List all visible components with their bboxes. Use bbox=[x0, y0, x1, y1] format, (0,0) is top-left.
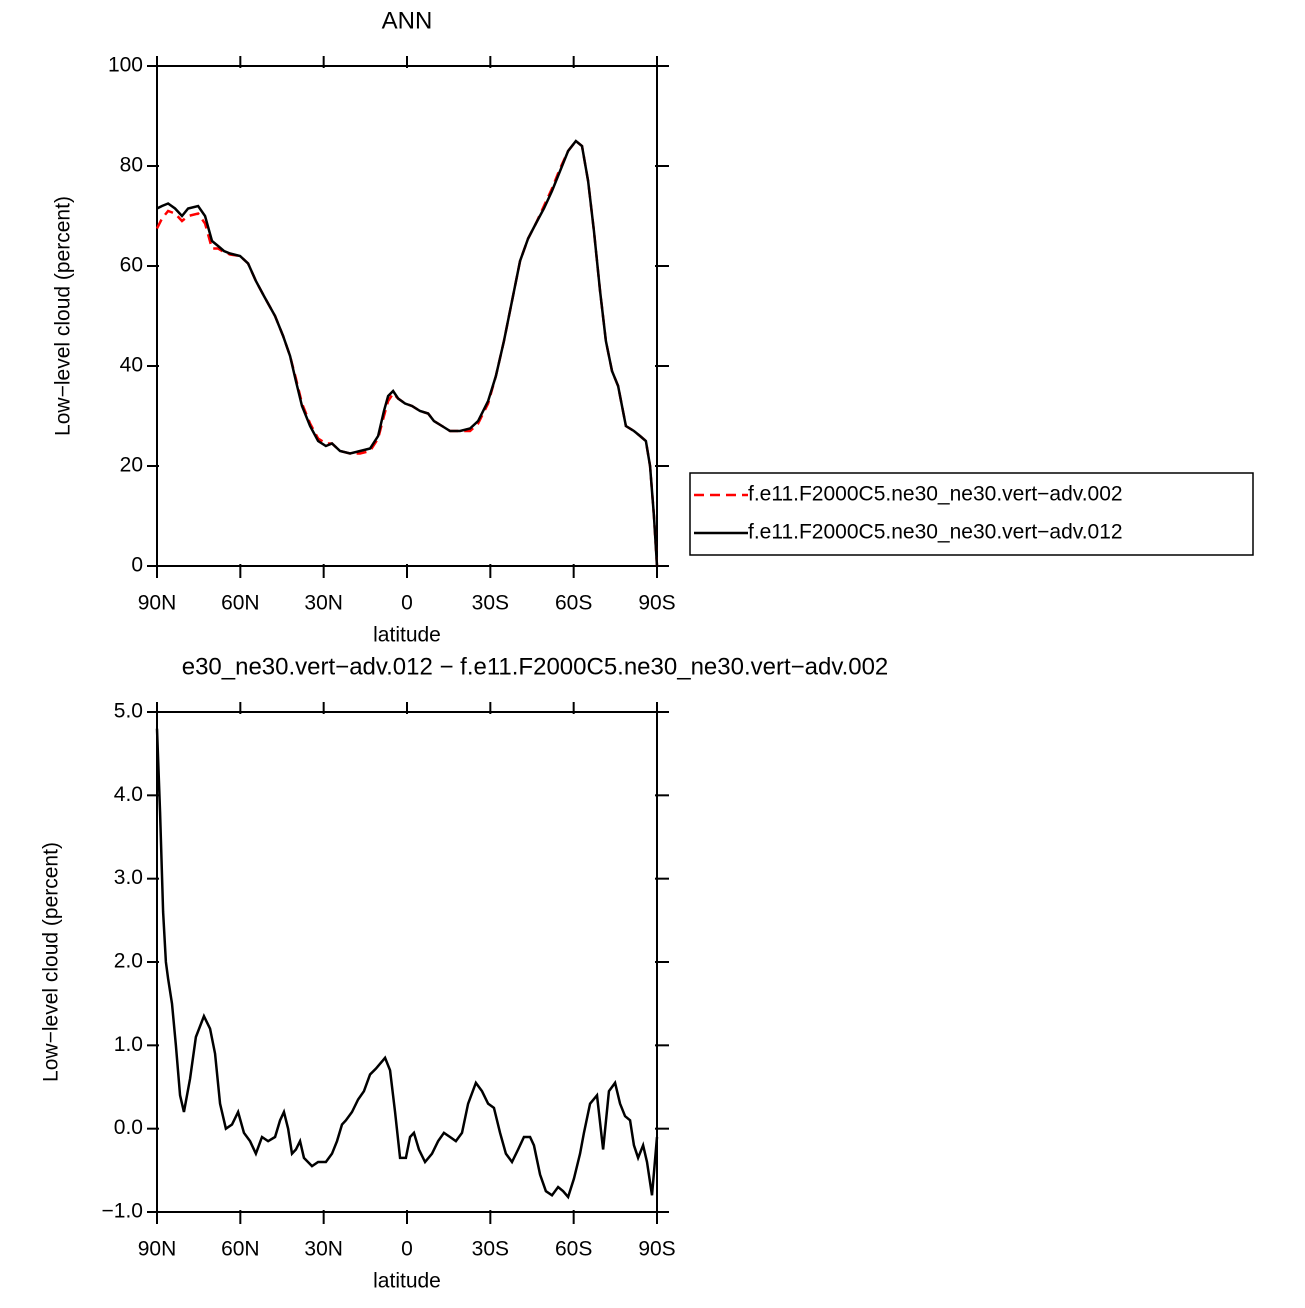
x-tick-label: 60N bbox=[221, 592, 260, 615]
series-line bbox=[155, 139, 659, 567]
x-axis-label: latitude bbox=[373, 624, 441, 647]
x-tick-label: 30N bbox=[304, 1238, 343, 1261]
y-tick-label: 40 bbox=[120, 354, 143, 377]
y-tick-label: 100 bbox=[108, 54, 143, 77]
y-tick-label: 20 bbox=[120, 454, 143, 477]
x-tick-label: 60S bbox=[555, 592, 592, 615]
y-axis-label: Low−level cloud (percent) bbox=[52, 196, 75, 436]
y-tick-label: 80 bbox=[120, 154, 143, 177]
y-tick-label: −1.0 bbox=[102, 1200, 143, 1223]
y-tick-label: 2.0 bbox=[114, 950, 143, 973]
chart-title: ANN bbox=[382, 7, 433, 34]
x-tick-label: 0 bbox=[401, 592, 413, 615]
y-tick-label: 1.0 bbox=[114, 1033, 143, 1056]
x-tick-label: 90N bbox=[138, 1238, 177, 1261]
x-tick-label: 90N bbox=[138, 592, 177, 615]
plot-frame bbox=[156, 711, 658, 1213]
x-tick-label: 30S bbox=[472, 1238, 509, 1261]
y-tick-label: 60 bbox=[120, 254, 143, 277]
x-tick-label: 0 bbox=[401, 1238, 413, 1261]
legend-box bbox=[689, 472, 1254, 556]
legend-label: f.e11.F2000C5.ne30_ne30.vert−adv.012 bbox=[748, 521, 1123, 544]
x-tick-label: 60N bbox=[221, 1238, 260, 1261]
x-tick-label: 60S bbox=[555, 1238, 592, 1261]
y-tick-label: 4.0 bbox=[114, 783, 143, 806]
series-line bbox=[156, 139, 659, 567]
x-tick-label: 90S bbox=[638, 592, 675, 615]
x-axis-label: latitude bbox=[373, 1270, 441, 1293]
series-line bbox=[155, 728, 659, 1200]
y-tick-label: 3.0 bbox=[114, 866, 143, 889]
chart-title: e30_ne30.vert−adv.012 − f.e11.F2000C5.ne… bbox=[182, 653, 889, 680]
x-tick-label: 30N bbox=[304, 592, 343, 615]
legend-label: f.e11.F2000C5.ne30_ne30.vert−adv.002 bbox=[748, 483, 1123, 506]
y-axis-label: Low−level cloud (percent) bbox=[40, 842, 63, 1082]
y-tick-label: 0.0 bbox=[114, 1116, 143, 1139]
x-tick-label: 90S bbox=[638, 1238, 675, 1261]
x-tick-label: 30S bbox=[472, 592, 509, 615]
y-tick-label: 0 bbox=[131, 554, 143, 577]
plot-frame bbox=[156, 65, 658, 567]
y-tick-label: 5.0 bbox=[114, 700, 143, 723]
